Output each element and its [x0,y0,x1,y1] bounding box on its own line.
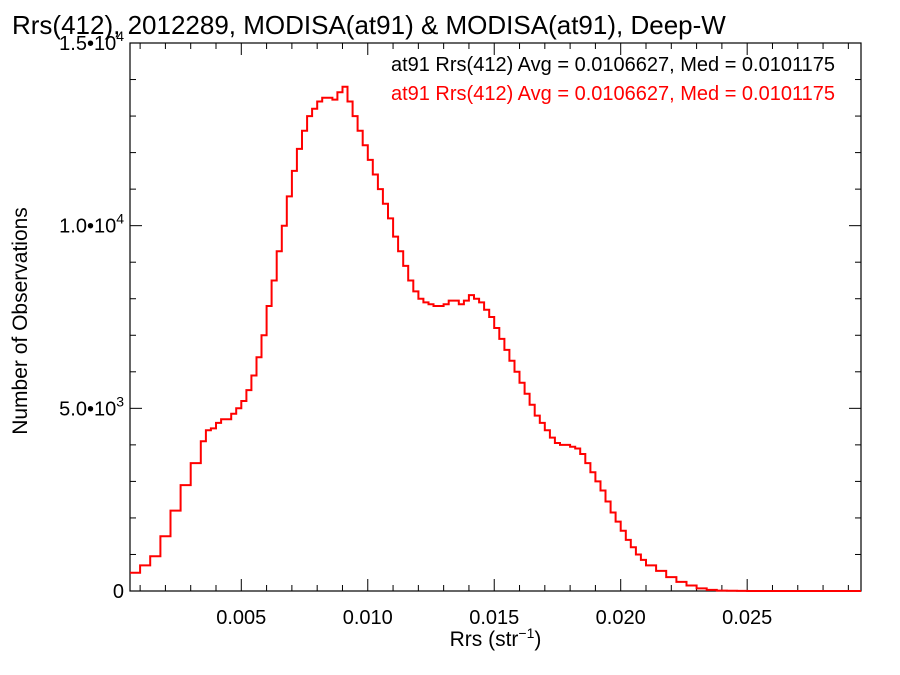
x-tick-label: 0.010 [343,607,393,629]
y-axis: 0 5.0•103 1.0•104 1.5•104 [59,28,861,603]
x-axis: 0.005 0.010 0.015 0.020 0.025 [139,43,849,629]
plot-area [129,42,862,592]
x-axis-label: Rrs (str−1) [450,625,542,651]
y-tick-label: 1.5•104 [59,28,124,55]
y-tick-label: 0 [113,581,124,603]
chart-title: Rrs(412), 2012289, MODISA(at91) & MODISA… [12,10,726,40]
plot-frame [129,42,862,592]
stats-annotation-black: at91 Rrs(412) Avg = 0.0106627, Med = 0.0… [391,54,835,76]
y-tick-label: 5.0•103 [59,393,124,420]
y-tick-label: 1.0•104 [59,211,124,238]
stats-annotation-red: at91 Rrs(412) Avg = 0.0106627, Med = 0.0… [391,83,835,105]
x-tick-label: 0.015 [469,607,519,629]
x-tick-label: 0.020 [596,607,646,629]
histogram-series-line [130,85,861,592]
y-axis-label: Number of Observations [9,207,32,435]
x-tick-label: 0.025 [722,607,772,629]
x-tick-label: 0.005 [216,607,266,629]
